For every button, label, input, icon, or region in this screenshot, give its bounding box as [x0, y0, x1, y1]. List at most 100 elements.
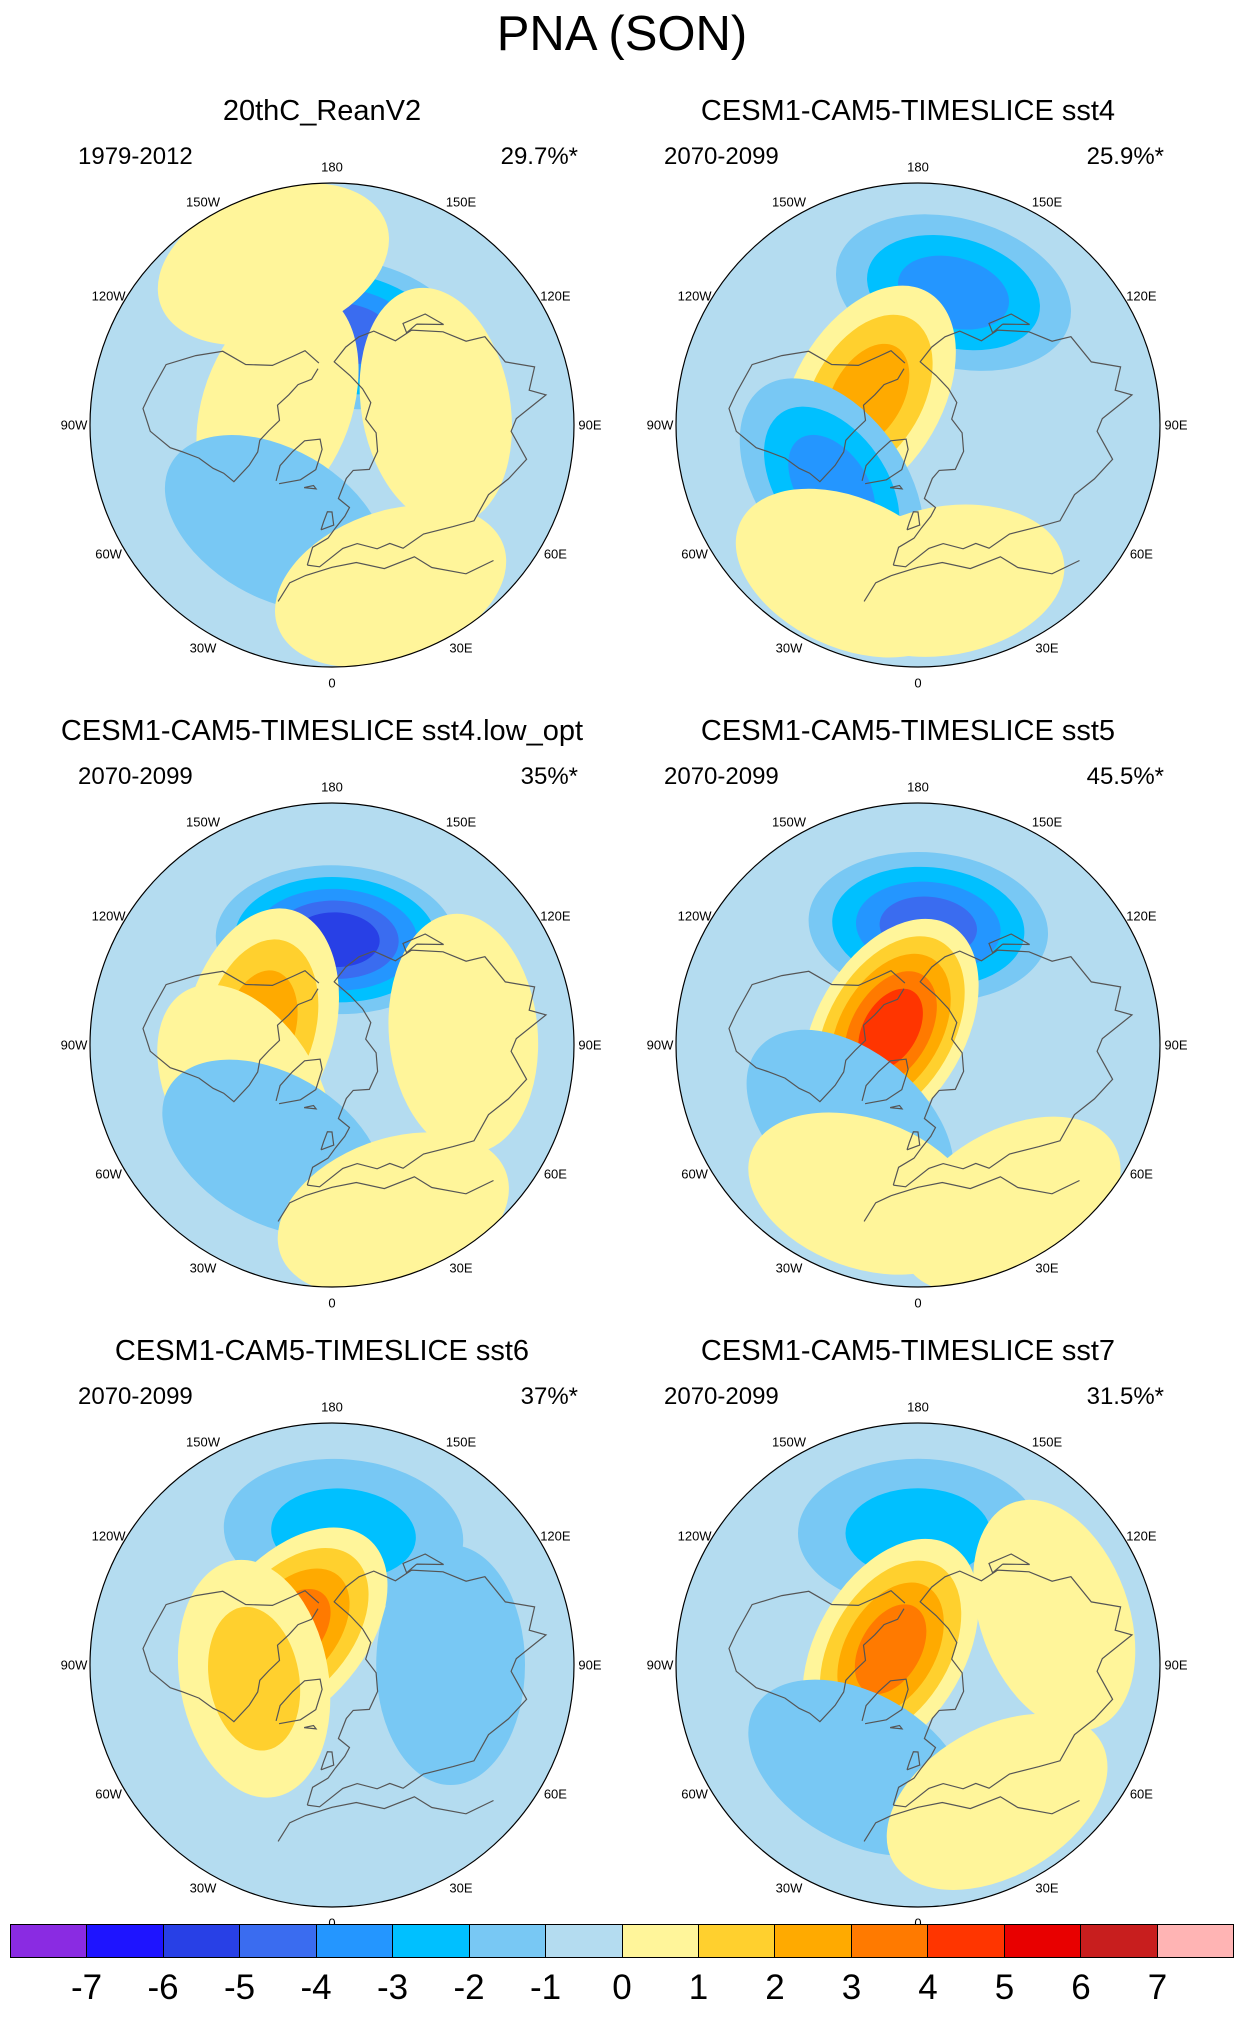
longitude-label: 150W — [772, 814, 806, 830]
figure-title: PNA (SON) — [496, 7, 748, 61]
colorbar-segment — [87, 1925, 164, 1957]
longitude-label: 90E — [1164, 417, 1188, 433]
globe-border — [675, 1422, 1161, 1908]
panel-period: 1979-2012 — [78, 143, 193, 170]
longitude-label: 90W — [646, 1037, 674, 1053]
longitude-label: 30E — [1035, 1260, 1059, 1276]
colorbar-tick-label: -2 — [453, 1968, 485, 2007]
map-panel: CESM1-CAM5-TIMESLICE sst4.low_opt 2070-20… — [42, 715, 602, 1315]
longitude-label: 90W — [646, 417, 674, 433]
panel-title: CESM1-CAM5-TIMESLICE sst6 — [114, 1335, 530, 1367]
anomaly-contour — [277, 1132, 509, 1287]
coastline — [906, 511, 921, 531]
longitude-label: 150W — [186, 814, 220, 830]
coastline — [306, 1569, 548, 1808]
longitude-label: 120E — [1126, 1528, 1157, 1544]
longitude-label: 150W — [772, 194, 806, 210]
longitude-label: 60W — [681, 546, 708, 562]
polar-map — [675, 802, 1161, 1288]
panel-variance: 31.5%* — [1086, 1383, 1164, 1410]
longitude-label: 120E — [540, 1528, 571, 1544]
longitude-label: 180 — [321, 779, 343, 795]
colorbar-segment — [11, 1925, 88, 1957]
coastline — [275, 438, 323, 485]
longitude-label: 30E — [449, 1880, 473, 1896]
colorbar-segment — [698, 1925, 776, 1957]
longitude-label: 120E — [540, 288, 571, 304]
longitude-label: 120E — [1126, 288, 1157, 304]
longitude-label: 30W — [189, 640, 217, 656]
panel-variance: 25.9%* — [1086, 143, 1164, 170]
colorbar — [10, 1924, 1234, 1958]
coastline — [277, 1796, 494, 1842]
longitude-label: 90E — [578, 1037, 602, 1053]
longitude-label: 120W — [91, 1528, 126, 1544]
colorbar-segment — [546, 1925, 623, 1957]
panel-title: CESM1-CAM5-TIMESLICE sst4.low_opt — [60, 715, 584, 747]
panel-variance: 29.7%* — [500, 143, 578, 170]
coastline — [861, 1678, 909, 1725]
coastline — [889, 1724, 904, 1730]
coastline — [728, 969, 906, 1103]
longitude-label: 0 — [328, 1915, 336, 1931]
longitude-label: 30E — [449, 1260, 473, 1276]
longitude-label: 30E — [1035, 1880, 1059, 1896]
longitude-label: 90W — [60, 1657, 88, 1673]
coastline — [889, 484, 904, 490]
longitude-label: 60E — [1129, 1786, 1153, 1802]
polar-map — [89, 182, 575, 668]
coastline — [275, 1678, 323, 1725]
anomaly-contour — [388, 913, 539, 1154]
coastline — [728, 1589, 906, 1723]
longitude-label: 120W — [677, 288, 712, 304]
longitude-label: 150E — [1031, 1434, 1063, 1450]
colorbar-tick-label: -7 — [70, 1968, 103, 2007]
coastline — [863, 556, 1080, 602]
longitude-label: 0 — [328, 1295, 336, 1311]
colorbar-tick-label: 6 — [1071, 1968, 1091, 2007]
longitude-label: 60E — [1129, 1166, 1153, 1182]
coastline — [142, 969, 320, 1103]
colorbar-tick-label: -1 — [529, 1968, 562, 2007]
coastline — [861, 1058, 909, 1105]
colorbar-segment — [393, 1925, 470, 1957]
colorbar-segment — [240, 1925, 317, 1957]
coastline — [142, 349, 320, 483]
coastline — [142, 1589, 320, 1723]
panel-title: 20thC_ReanV2 — [222, 95, 422, 127]
colorbar-segment — [622, 1925, 699, 1957]
panel-variance: 37%* — [520, 1383, 578, 1410]
longitude-label: 90E — [1164, 1037, 1188, 1053]
panel-title: CESM1-CAM5-TIMESLICE sst7 — [700, 1335, 1116, 1367]
longitude-label: 60W — [95, 546, 122, 562]
longitude-label: 150E — [445, 1434, 477, 1450]
longitude-label: 30W — [775, 1880, 803, 1896]
colorbar-tick-label: -6 — [147, 1968, 179, 2007]
coastline — [892, 329, 1134, 568]
colorbar-tick-label: 2 — [765, 1968, 785, 2007]
coastline — [402, 933, 444, 954]
colorbar-tick-label: 5 — [994, 1968, 1015, 2007]
longitude-label: 150W — [186, 194, 220, 210]
coastline — [303, 484, 318, 490]
colorbar-segment — [775, 1925, 852, 1957]
colorbar-segment — [851, 1925, 929, 1957]
globe-border — [89, 1422, 575, 1908]
longitude-label: 60W — [681, 1786, 708, 1802]
panel-title: CESM1-CAM5-TIMESLICE sst5 — [700, 715, 1116, 747]
coastline — [988, 933, 1030, 954]
longitude-label: 30W — [189, 1260, 217, 1276]
coastline — [906, 1131, 921, 1151]
colorbar-tick-label: -4 — [300, 1968, 332, 2007]
coastline — [988, 313, 1030, 334]
colorbar-segment — [316, 1925, 394, 1957]
polar-map — [675, 182, 1161, 668]
anomaly-contour — [858, 988, 923, 1070]
colorbar-segment — [469, 1925, 547, 1957]
longitude-label: 30E — [449, 640, 473, 656]
longitude-label: 0 — [914, 1915, 922, 1931]
anomaly-contour — [359, 287, 512, 526]
coastline — [728, 349, 906, 483]
longitude-label: 60E — [1129, 546, 1153, 562]
longitude-label: 90W — [60, 1037, 88, 1053]
